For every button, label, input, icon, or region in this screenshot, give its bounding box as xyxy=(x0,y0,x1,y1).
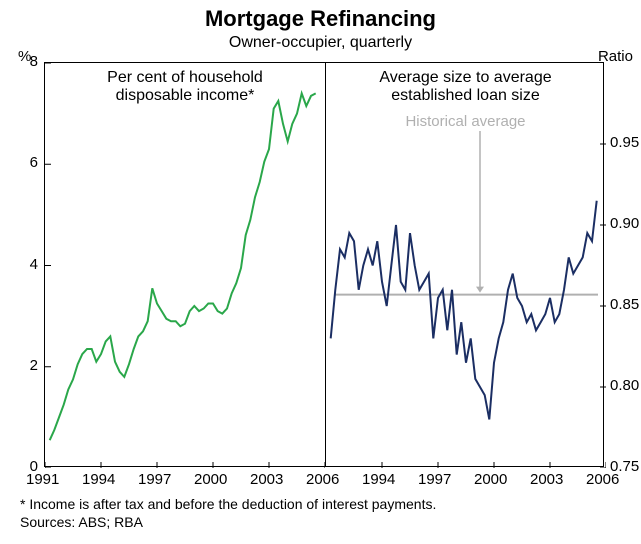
right-ytick: 0.95 xyxy=(610,134,639,151)
right-subtitle-line2: established loan size xyxy=(326,87,605,105)
xtick: 2000 xyxy=(194,471,227,488)
xtick: 1991 xyxy=(26,471,59,488)
historical-average-label: Historical average xyxy=(326,113,605,130)
xtick: 2006 xyxy=(586,471,619,488)
xtick: 2003 xyxy=(250,471,283,488)
xtick: 1994 xyxy=(362,471,395,488)
footnote-line1: * Income is after tax and before the ded… xyxy=(20,496,436,512)
left-ytick: 2 xyxy=(30,357,38,374)
right-ytick: 0.85 xyxy=(610,296,639,313)
right-panel-subtitle: Average size to average established loan… xyxy=(326,69,605,105)
left-ytick: 4 xyxy=(30,256,38,273)
left-ytick: 8 xyxy=(30,53,38,70)
right-ytick: 0.80 xyxy=(610,377,639,394)
left-panel-subtitle: Per cent of household disposable income* xyxy=(45,69,325,105)
xtick: 1997 xyxy=(418,471,451,488)
xtick: 1997 xyxy=(138,471,171,488)
xtick: 2003 xyxy=(530,471,563,488)
right-subtitle-line1: Average size to average xyxy=(326,69,605,87)
left-panel: Per cent of household disposable income* xyxy=(45,63,325,466)
footnote-line2: Sources: ABS; RBA xyxy=(20,514,143,530)
right-panel: Average size to average established loan… xyxy=(325,63,605,466)
xtick: 2006 xyxy=(306,471,339,488)
left-ytick: 6 xyxy=(30,154,38,171)
chart-subtitle: Owner-occupier, quarterly xyxy=(0,32,641,52)
left-subtitle-line2: disposable income* xyxy=(45,87,325,105)
xtick: 2000 xyxy=(474,471,507,488)
right-ytick: 0.90 xyxy=(610,215,639,232)
left-chart-svg xyxy=(45,63,325,468)
plot-area: Per cent of household disposable income*… xyxy=(44,62,604,467)
chart-container: Mortgage Refinancing Owner-occupier, qua… xyxy=(0,0,641,544)
left-subtitle-line1: Per cent of household xyxy=(45,69,325,87)
xtick: 1994 xyxy=(82,471,115,488)
chart-title: Mortgage Refinancing xyxy=(0,0,641,32)
